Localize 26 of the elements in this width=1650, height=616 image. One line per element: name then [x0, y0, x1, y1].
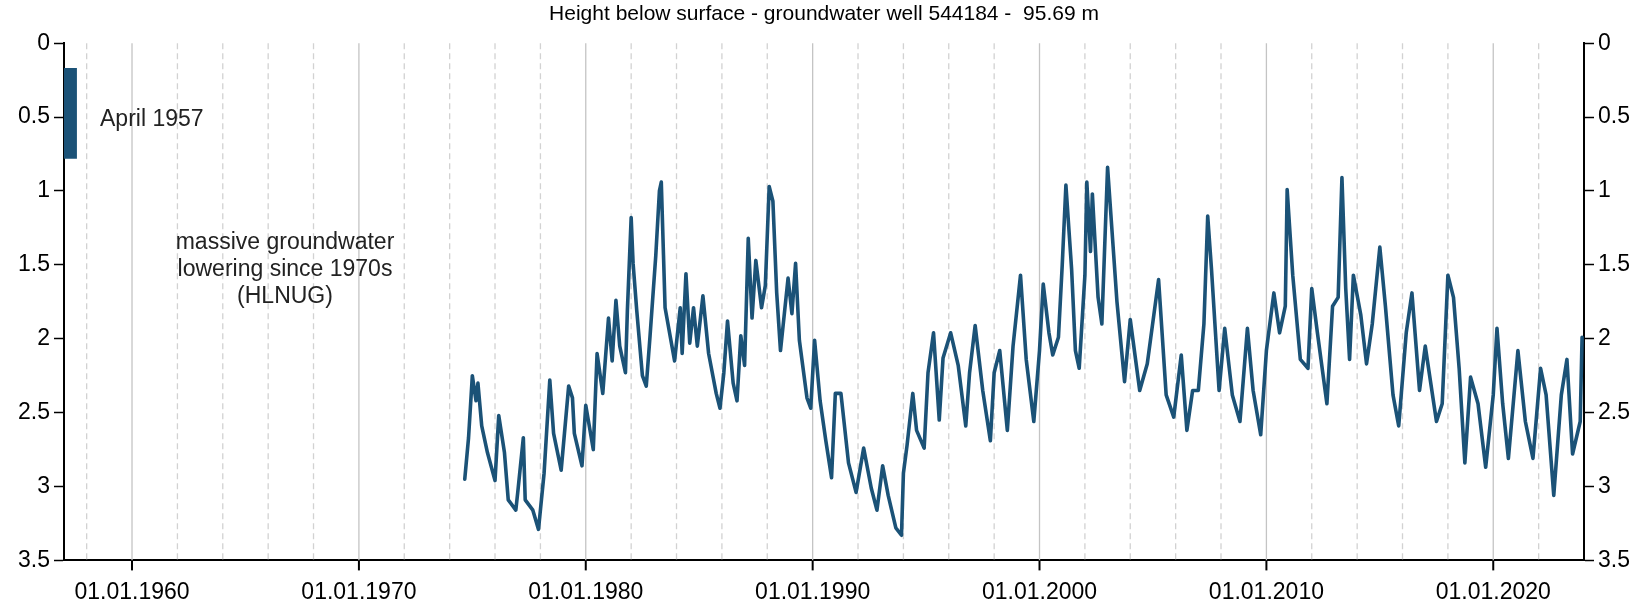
y2-tick-label: 2 — [1598, 324, 1611, 351]
y-tick-label: 2 — [37, 324, 50, 351]
annotation: April 1957 — [100, 105, 204, 133]
x-tick-label: 01.01.1970 — [301, 577, 417, 604]
y-tick-label: 0.5 — [18, 102, 50, 129]
y-tick-label: 0 — [37, 28, 50, 55]
y-tick-label: 1.5 — [18, 250, 50, 277]
x-tick-label: 01.01.2010 — [1208, 577, 1324, 604]
x-tick-label: 01.01.1980 — [528, 577, 644, 604]
x-tick-label: 01.01.2000 — [981, 577, 1098, 604]
y2-tick-label: 0.5 — [1598, 102, 1630, 129]
y2-tick-label: 0 — [1598, 28, 1611, 55]
y2-tick-label: 2.5 — [1598, 397, 1630, 424]
x-tick-label: 01.01.1990 — [755, 577, 871, 604]
y-tick-label: 1 — [37, 176, 50, 203]
x-tick-label: 01.01.1960 — [74, 577, 190, 604]
y2-tick-label: 3.5 — [1598, 545, 1630, 572]
y-tick-label: 2.5 — [18, 397, 50, 424]
y2-tick-label: 1.5 — [1598, 250, 1630, 277]
y-tick-label: 3 — [37, 471, 50, 498]
y-tick-label: 3.5 — [18, 545, 50, 572]
annotation: massive groundwater lowering since 1970s (HLNUG) — [174, 228, 396, 310]
y2-tick-label: 1 — [1598, 176, 1611, 203]
chart-title: Height below surface - groundwater well 544184 - 95.69 m — [549, 1, 1099, 25]
x-tick-label: 01.01.2020 — [1435, 577, 1551, 604]
y2-tick-label: 3 — [1598, 471, 1611, 498]
